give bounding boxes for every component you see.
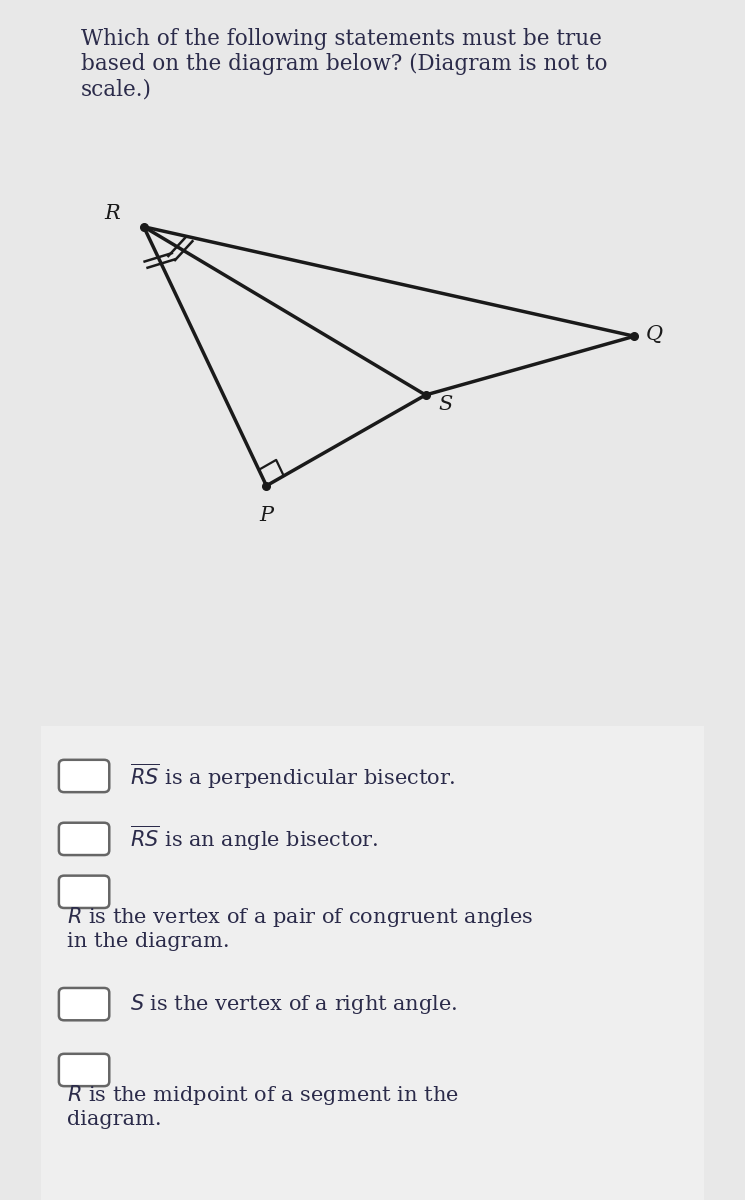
Text: $R$ is the midpoint of a segment in the
diagram.: $R$ is the midpoint of a segment in the … [68, 1082, 459, 1129]
Text: Which of the following statements must be true
based on the diagram below? (Diag: Which of the following statements must b… [80, 28, 607, 101]
FancyBboxPatch shape [34, 720, 711, 1200]
FancyBboxPatch shape [59, 1054, 110, 1086]
Text: R: R [104, 204, 120, 223]
Text: $S$ is the vertex of a right angle.: $S$ is the vertex of a right angle. [130, 992, 458, 1016]
Text: $R$ is the vertex of a pair of congruent angles
in the diagram.: $R$ is the vertex of a pair of congruent… [68, 905, 534, 952]
Text: P: P [259, 505, 273, 524]
FancyBboxPatch shape [59, 876, 110, 908]
FancyBboxPatch shape [59, 988, 110, 1020]
Text: S: S [438, 395, 452, 414]
Text: $\overline{RS}$ is an angle bisector.: $\overline{RS}$ is an angle bisector. [130, 824, 378, 853]
FancyBboxPatch shape [59, 760, 110, 792]
Text: $\overline{RS}$ is a perpendicular bisector.: $\overline{RS}$ is a perpendicular bisec… [130, 762, 456, 791]
FancyBboxPatch shape [59, 823, 110, 856]
Text: Q: Q [646, 325, 663, 343]
